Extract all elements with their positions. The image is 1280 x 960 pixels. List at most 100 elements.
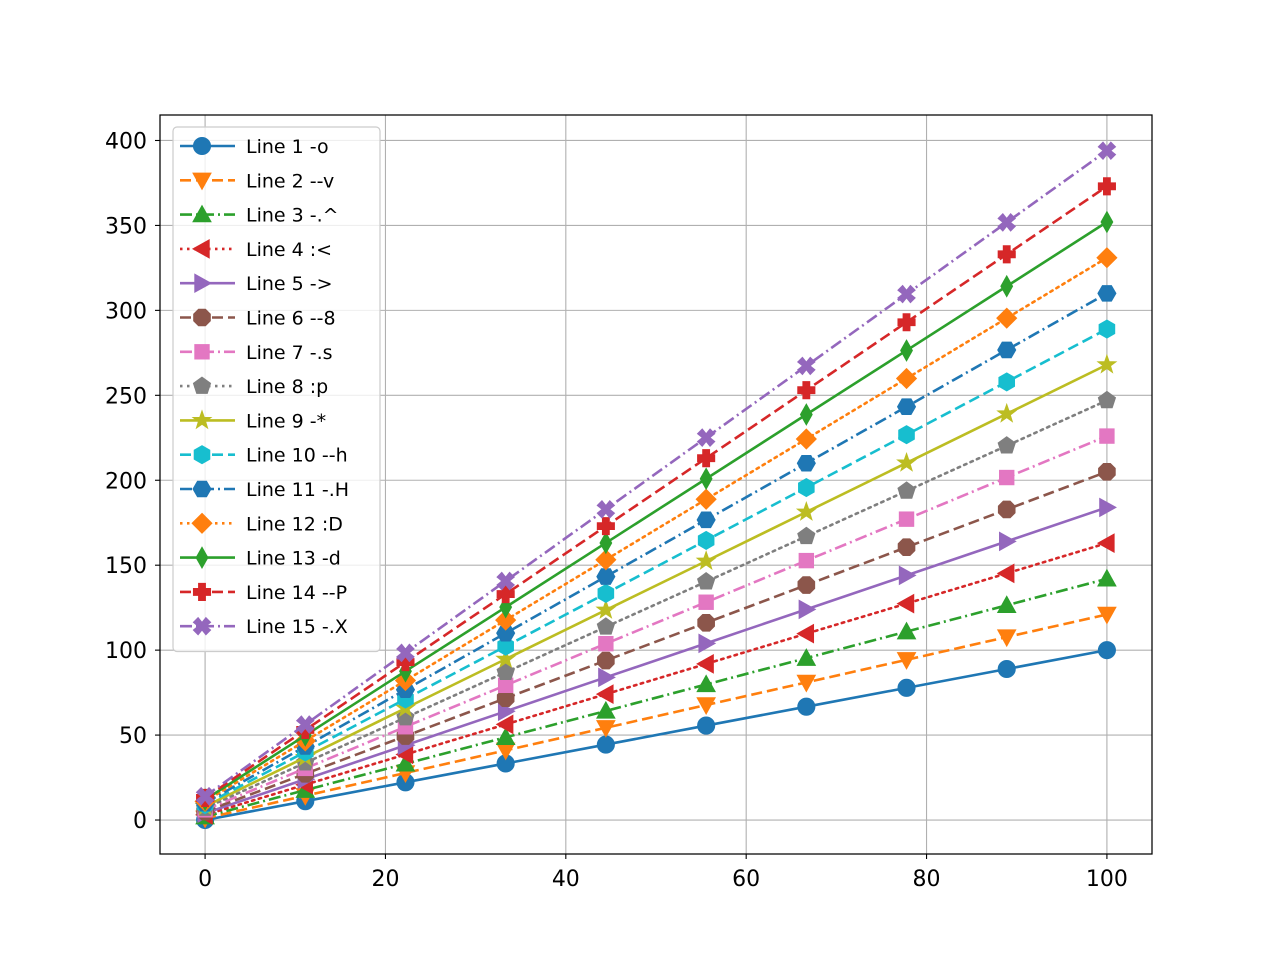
data-point [396,643,415,663]
data-point [595,599,617,619]
legend-marker [194,273,213,294]
data-point [596,499,616,519]
legend-marker [195,546,209,569]
data-point [897,538,916,556]
data-point [798,552,815,569]
data-point [698,633,717,654]
data-point [596,720,616,738]
series-line [204,470,1108,813]
legend-item: Line 15 -.X [180,616,348,638]
data-point [900,339,913,362]
data-point [696,572,716,590]
data-point [996,307,1018,329]
series-line [204,185,1108,800]
legend-marker [191,239,210,259]
data-point [898,511,915,527]
series-line [204,292,1108,805]
legend-marker [192,136,212,156]
data-point [699,467,713,491]
data-point [896,398,917,415]
data-point [898,425,915,445]
x-tick-label: 60 [732,867,760,892]
data-point [796,356,816,376]
series-line [204,327,1108,806]
y-tick-label: 200 [105,469,147,494]
data-point [798,477,815,498]
data-point [496,585,515,604]
data-point [896,451,917,472]
data-point [697,449,716,468]
legend-marker [194,344,210,360]
data-point [697,530,715,550]
legend-label: Line 7 -.s [246,342,333,364]
y-tick-label: 400 [105,129,147,154]
data-point [695,488,717,510]
legend-label: Line 1 -o [246,136,329,158]
legend-label: Line 5 -> [246,273,333,295]
y-tick-label: 150 [105,554,147,579]
legend-label: Line 6 --8 [246,308,336,330]
legend-marker [192,480,212,498]
data-point [796,674,817,693]
legend-label: Line 11 -.H [246,479,349,501]
legend-item: Line 11 -.H [180,479,349,501]
data-point [497,636,514,656]
legend-label: Line 15 -.X [246,616,348,638]
series-layer [194,141,1118,830]
legend-item: Line 3 -.^ [180,204,339,227]
data-point [496,662,515,680]
y-tick-label: 350 [105,214,147,239]
legend-item: Line 5 -> [180,273,333,295]
data-point [597,583,615,603]
data-point [799,403,813,426]
series-15 [195,141,1117,806]
legend-marker [192,204,212,223]
data-point [495,609,517,631]
legend-marker [192,172,212,191]
data-point [997,500,1016,519]
data-point [997,659,1016,679]
data-point [795,501,817,521]
data-point [695,550,717,570]
data-point [595,684,614,704]
data-point [1099,497,1117,518]
data-point [1096,247,1118,269]
series-line [204,220,1108,801]
data-point [697,716,716,735]
data-point [596,735,615,754]
legend-marker [192,582,212,601]
legend-item: Line 14 --P [180,582,347,604]
data-point [996,563,1015,584]
data-point [595,549,617,571]
y-tick-label: 300 [105,299,147,324]
data-point [796,623,815,644]
data-point [596,617,616,635]
data-point [696,654,714,674]
data-point [1096,533,1115,553]
x-tick-label: 0 [198,867,212,892]
data-point [796,454,816,472]
data-point [1097,285,1117,302]
legend-label: Line 4 :< [246,239,332,261]
series-line [204,648,1108,822]
data-point [1099,428,1115,444]
legend-item: Line 6 --8 [180,308,336,330]
data-point [598,635,614,652]
legend-label: Line 9 -* [246,410,326,432]
legend-item: Line 2 --v [180,170,334,192]
data-point [897,678,916,697]
series-line [204,506,1108,815]
data-point [996,629,1017,648]
y-tick-label: 100 [105,639,147,664]
data-point [996,402,1018,423]
legend-item: Line 1 -o [180,136,329,158]
x-tick-label: 40 [552,867,580,892]
data-point [795,428,817,450]
series-12 [194,247,1118,812]
data-point [897,313,916,332]
data-point [495,714,514,735]
legend-label: Line 12 :D [246,513,343,535]
legend-item: Line 13 -d [180,546,341,570]
data-point [997,436,1016,454]
